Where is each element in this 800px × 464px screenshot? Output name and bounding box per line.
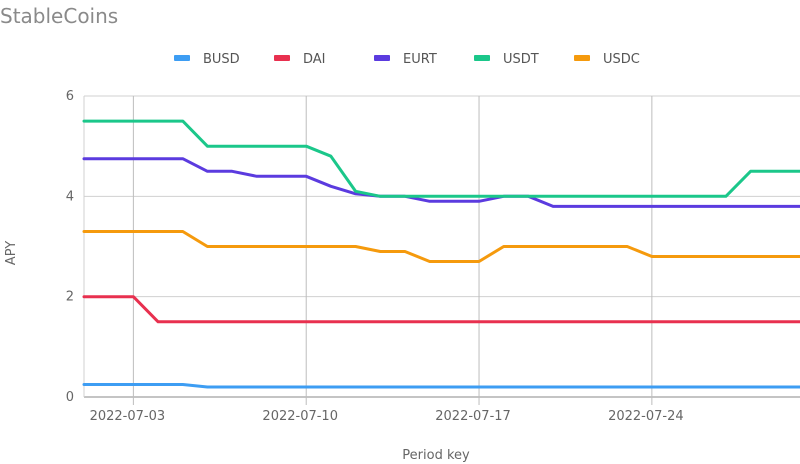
legend-swatch xyxy=(574,55,590,61)
chart-title: StableCoins xyxy=(0,4,119,28)
y-tick-label: 4 xyxy=(66,189,74,204)
legend: BUSD DAI EURT USDT USDC xyxy=(174,52,640,67)
legend-item-busd[interactable]: BUSD xyxy=(174,52,240,67)
legend-swatch xyxy=(374,55,390,61)
series-line-eurt xyxy=(82,157,800,208)
legend-label: USDC xyxy=(603,52,640,67)
x-axis-ticks: 2022-07-03 2022-07-10 2022-07-17 2022-07-24 xyxy=(90,409,684,424)
x-tick-label: 2022-07-03 xyxy=(90,409,166,424)
x-axis-label: Period key xyxy=(402,448,470,463)
legend-label: USDT xyxy=(503,52,539,67)
legend-swatch xyxy=(274,55,290,61)
series-line-busd xyxy=(82,383,800,389)
legend-swatch xyxy=(174,55,190,61)
legend-item-eurt[interactable]: EURT xyxy=(374,52,437,67)
legend-label: DAI xyxy=(303,52,326,67)
series-line-dai xyxy=(82,295,800,324)
legend-label: EURT xyxy=(403,52,437,67)
series-line-usdt xyxy=(82,119,800,198)
legend-item-usdc[interactable]: USDC xyxy=(574,52,640,67)
series-line-usdc xyxy=(82,230,800,263)
legend-item-usdt[interactable]: USDT xyxy=(474,52,539,67)
y-tick-label: 0 xyxy=(66,390,74,405)
legend-label: BUSD xyxy=(203,52,240,67)
y-tick-label: 2 xyxy=(66,290,74,305)
x-tick-label: 2022-07-17 xyxy=(435,409,511,424)
grid xyxy=(83,95,800,405)
series-lines xyxy=(82,119,800,389)
x-tick-label: 2022-07-10 xyxy=(262,409,338,424)
x-tick-label: 2022-07-24 xyxy=(608,409,684,424)
legend-item-dai[interactable]: DAI xyxy=(274,52,326,67)
legend-swatch xyxy=(474,55,490,61)
y-axis-label: APY xyxy=(4,241,19,265)
y-tick-label: 6 xyxy=(66,89,74,104)
y-axis-ticks: 0 2 4 6 xyxy=(66,89,74,405)
